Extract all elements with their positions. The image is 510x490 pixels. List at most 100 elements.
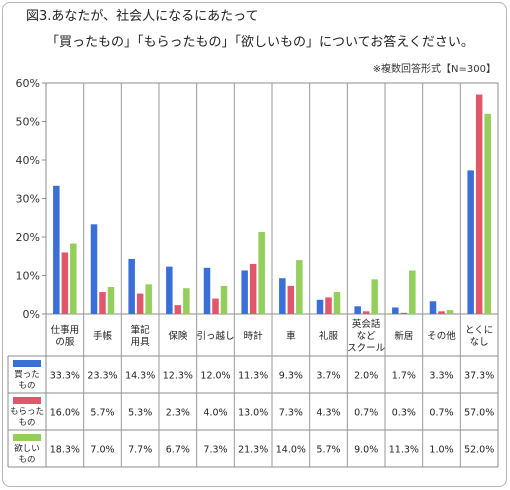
chart-title-line1: 図3.あなたが、社会人になるにあたって (26, 9, 259, 24)
data-label: 52.0% (464, 445, 494, 456)
bar (212, 298, 219, 314)
sample-note: ※複数回答形式【N=300】 (372, 64, 496, 75)
category-label: 仕事用 (51, 324, 80, 336)
data-label: 18.3% (50, 445, 80, 456)
bar (325, 297, 332, 314)
bar (128, 258, 135, 314)
bar (53, 185, 60, 314)
bar (400, 312, 408, 314)
y-tick-label: 0% (23, 308, 40, 321)
category-label: 新居 (394, 330, 413, 342)
bar (166, 266, 173, 314)
legend-label: もの (18, 418, 35, 428)
data-label: 7.3% (203, 445, 227, 456)
bar (183, 288, 190, 314)
chart-title-line2: 「買ったもの」「もらったもの」「欲しいもの」についてお答えください。 (46, 35, 474, 50)
data-label: 4.0% (203, 408, 227, 419)
bar (333, 292, 341, 314)
bar (316, 299, 324, 314)
bar (174, 305, 182, 314)
data-label: 57.0% (464, 408, 494, 419)
bar (61, 252, 69, 314)
data-label: 11.3% (389, 445, 419, 456)
y-tick-label: 40% (16, 154, 40, 167)
category-label: 筆記 (131, 324, 151, 336)
bar (296, 260, 303, 314)
bar (409, 270, 416, 314)
data-label: 33.3% (50, 371, 80, 382)
data-label: 21.3% (238, 445, 268, 456)
data-label: 37.3% (464, 371, 494, 382)
bar (136, 293, 144, 314)
data-label: 12.0% (200, 371, 230, 382)
bar (99, 292, 106, 314)
bar (392, 307, 399, 314)
y-tick-label: 60% (16, 77, 40, 90)
data-label: 4.3% (316, 408, 340, 419)
legend-label: もの (18, 381, 35, 391)
data-label: 5.7% (316, 445, 340, 456)
bar (287, 285, 295, 314)
data-label: 16.0% (50, 408, 80, 419)
data-label: 13.0% (238, 408, 268, 419)
legend-label: もらった (10, 407, 44, 417)
bar (484, 113, 491, 314)
data-label: 1.7% (392, 371, 416, 382)
category-label: など (357, 331, 377, 342)
data-label: 0.3% (392, 408, 416, 419)
category-label: 手帳 (93, 330, 113, 342)
bar (220, 285, 228, 314)
bar (203, 267, 211, 314)
data-label: 0.7% (354, 408, 378, 419)
legend-swatch (13, 397, 41, 404)
bar (362, 311, 370, 314)
data-label: 5.7% (90, 408, 114, 419)
bar (475, 94, 483, 314)
data-label: 3.3% (429, 371, 453, 382)
y-tick-label: 20% (16, 231, 40, 244)
category-label: その他 (427, 330, 456, 342)
data-label: 2.0% (354, 371, 378, 382)
category-label: とくに (465, 325, 493, 336)
bar (258, 231, 265, 314)
data-label: 3.7% (316, 371, 340, 382)
data-label: 7.7% (128, 445, 152, 456)
bar (70, 243, 77, 314)
bar (90, 224, 98, 314)
bar (467, 170, 474, 314)
bar (438, 311, 445, 314)
category-label: 車 (286, 330, 296, 342)
data-label: 14.3% (125, 371, 155, 382)
data-label: 7.3% (279, 408, 303, 419)
bar (354, 306, 361, 314)
category-label: 引っ越し (196, 330, 234, 342)
data-label: 14.0% (276, 445, 306, 456)
data-label: 9.3% (279, 371, 303, 382)
bar (371, 279, 378, 314)
legend-label: 欲しい (14, 443, 40, 454)
bar (107, 287, 115, 314)
bar (446, 310, 454, 314)
category-label: 保険 (168, 330, 188, 342)
data-label: 5.3% (128, 408, 152, 419)
bar (241, 270, 248, 314)
bar (429, 301, 437, 314)
legend-swatch (13, 434, 41, 441)
data-label: 0.7% (429, 408, 453, 419)
category-label: 時計 (244, 330, 264, 342)
data-label: 1.0% (429, 445, 453, 456)
data-label: 9.0% (354, 445, 378, 456)
data-label: 23.3% (87, 371, 117, 382)
legend-swatch (13, 360, 41, 367)
data-label: 7.0% (90, 445, 114, 456)
category-label: 礼服 (319, 330, 339, 342)
legend-label: 買った (14, 370, 40, 380)
data-label: 11.3% (238, 371, 268, 382)
y-tick-label: 30% (16, 193, 40, 206)
y-tick-label: 10% (16, 270, 40, 283)
bar (279, 278, 286, 314)
category-label: 英会話 (352, 318, 381, 330)
category-label: の服 (55, 337, 75, 348)
bar (249, 263, 257, 314)
